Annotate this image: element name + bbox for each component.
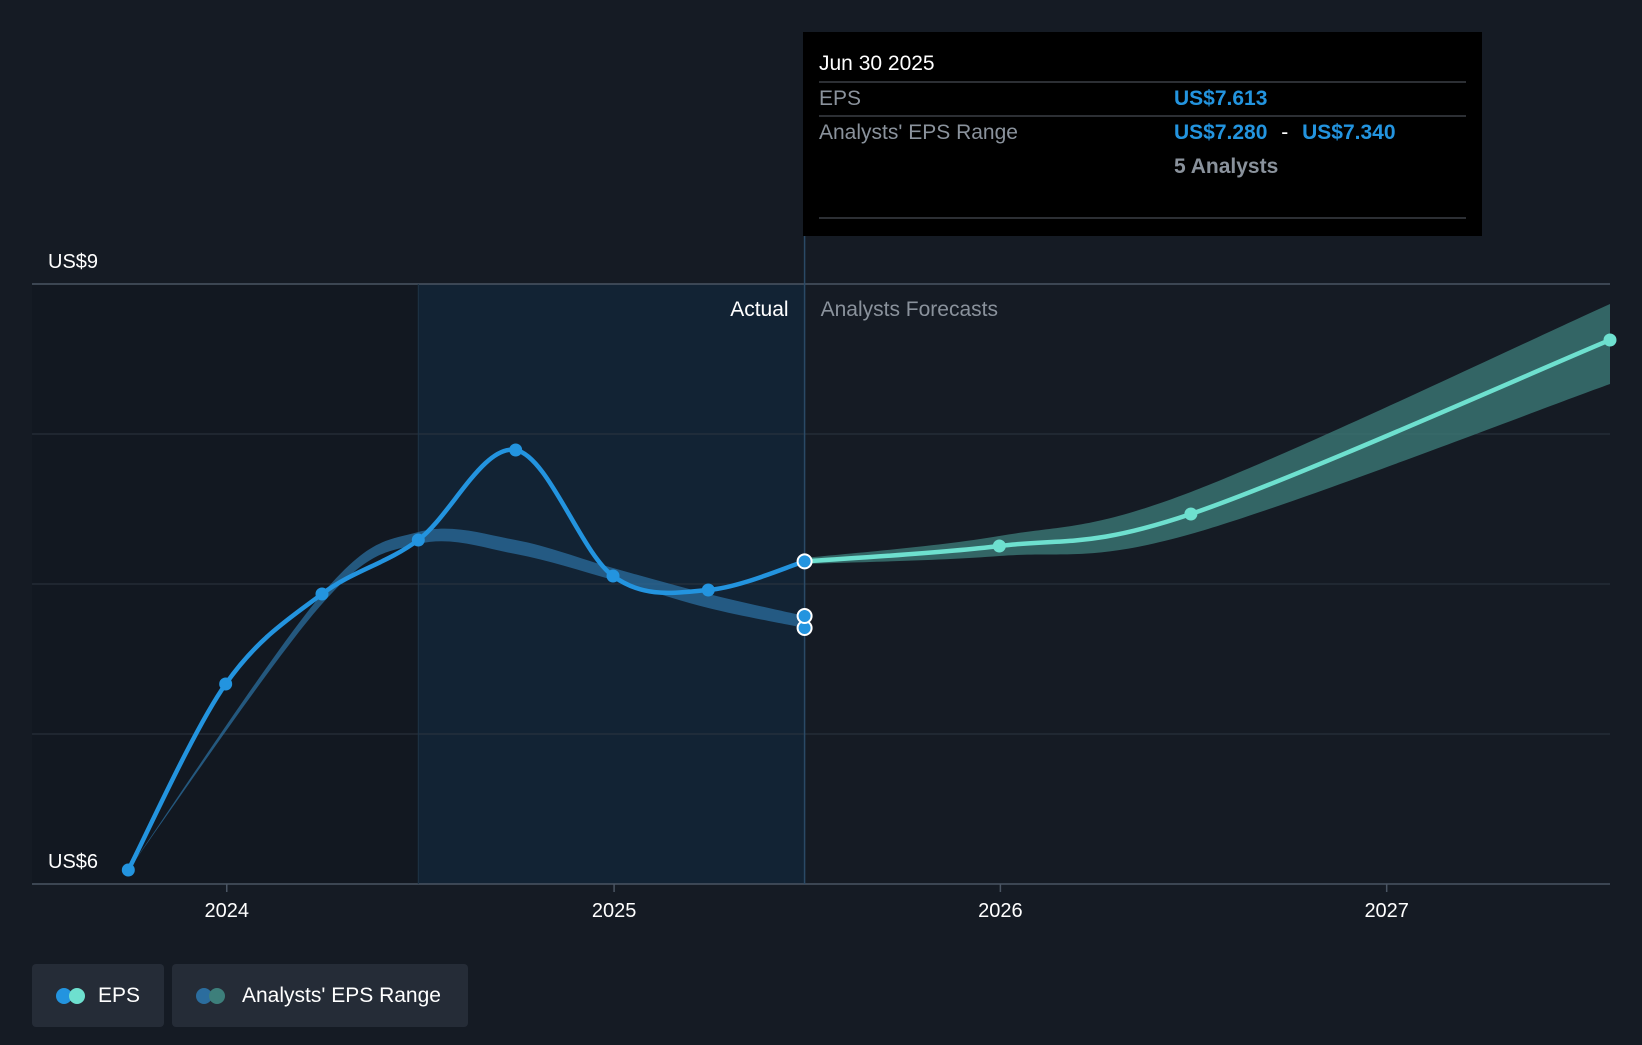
y-axis-max-label: US$9 xyxy=(48,251,98,273)
tooltip-eps-value: US$7.613 xyxy=(1174,87,1267,110)
tooltip-range-values: US$7.280 - US$7.340 xyxy=(1174,121,1396,144)
x-tick-label: 2027 xyxy=(1364,900,1409,922)
data-point[interactable] xyxy=(1184,507,1198,521)
forecast-section-label: Analysts Forecasts xyxy=(821,298,998,321)
tooltip-range-separator: - xyxy=(1281,121,1288,144)
legend-range-label: Analysts' EPS Range xyxy=(242,983,441,1007)
legend-range-swatch xyxy=(196,987,226,1004)
legend-eps-dot-forecast xyxy=(69,987,85,1004)
data-point[interactable] xyxy=(796,553,813,570)
series-points[interactable] xyxy=(121,333,1617,877)
range-bands xyxy=(128,304,1610,870)
legend-range-dot-actual xyxy=(196,987,212,1004)
axis-labels: US$9 US$6 Actual Analysts Forecasts xyxy=(48,251,998,873)
data-point[interactable] xyxy=(509,443,523,457)
tooltip-range-low: US$7.280 xyxy=(1174,121,1267,144)
data-point[interactable] xyxy=(315,587,329,601)
legend-range-dot-forecast xyxy=(209,987,225,1004)
x-tick-label: 2025 xyxy=(592,900,637,922)
x-axis-ticks: 2024 2025 2026 2027 xyxy=(204,884,1409,922)
tooltip-range-high: US$7.340 xyxy=(1302,121,1395,144)
legend-eps-label: EPS xyxy=(97,983,140,1007)
legend-eps-dot-actual xyxy=(56,987,72,1004)
data-point[interactable] xyxy=(219,677,233,691)
data-point[interactable] xyxy=(701,583,715,597)
data-point[interactable] xyxy=(411,533,425,547)
legend-eps-range[interactable]: Analysts' EPS Range xyxy=(172,964,468,1027)
y-axis-min-label: US$6 xyxy=(48,851,98,873)
x-tick-label: 2024 xyxy=(204,900,249,922)
actual-section-label: Actual xyxy=(730,298,788,321)
tooltip-date: Jun 30 2025 xyxy=(819,52,935,75)
range-marker-point[interactable] xyxy=(796,608,813,624)
series-line xyxy=(802,337,1610,564)
data-point[interactable] xyxy=(121,863,135,877)
range-band xyxy=(804,304,1610,564)
data-point[interactable] xyxy=(606,569,620,583)
data-point[interactable] xyxy=(992,539,1006,553)
tooltip-analysts: 5 Analysts xyxy=(1174,155,1278,178)
x-tick-label: 2026 xyxy=(978,900,1023,922)
tooltip: Jun 30 2025 EPS US$7.613 Analysts' EPS R… xyxy=(803,32,1482,236)
data-point[interactable] xyxy=(1603,333,1617,347)
legend-eps[interactable]: EPS xyxy=(32,964,164,1027)
tooltip-range-label: Analysts' EPS Range xyxy=(819,121,1018,144)
legend-eps-swatch xyxy=(56,987,85,1004)
tooltip-background xyxy=(803,32,1482,236)
tooltip-eps-label: EPS xyxy=(819,87,861,110)
